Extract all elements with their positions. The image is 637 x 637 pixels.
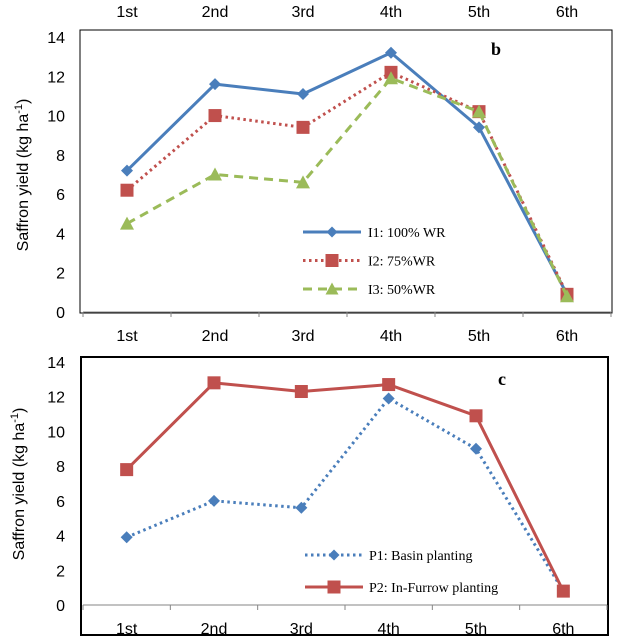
x-top-tick-label: 2nd xyxy=(202,4,229,21)
legend-entry: P1: Basin planting xyxy=(305,549,472,564)
legend-entry: I1: 100% WR xyxy=(303,226,446,241)
plot-frame xyxy=(79,29,613,314)
data-point xyxy=(472,104,486,118)
x-tick-label: 3rd xyxy=(291,328,314,345)
series-line xyxy=(125,381,565,592)
x-tick-label: 5th xyxy=(468,328,490,345)
x-tick-label: 2nd xyxy=(201,621,228,637)
data-point xyxy=(382,378,396,392)
y-tick-label: 14 xyxy=(47,30,65,47)
legend-entry: I3: 50%WR xyxy=(303,282,436,298)
series-line xyxy=(126,396,565,592)
legend-label: P1: Basin planting xyxy=(369,549,472,564)
y-tick-label: 0 xyxy=(56,598,65,615)
legend-label: I3: 50%WR xyxy=(368,283,436,298)
data-point xyxy=(384,71,398,85)
y-tick-label: 8 xyxy=(56,148,65,165)
series-line xyxy=(125,51,569,296)
y-tick-label: 14 xyxy=(47,355,65,372)
legend-marker xyxy=(325,254,339,267)
data-point xyxy=(120,216,134,230)
chart-panel-b: 0 2 4 6 8 10 12 14 1st 2nd 3rd 4th 5th 6th 1st 2nd 3rd 4t… xyxy=(13,4,613,345)
x-tick-label: 4th xyxy=(380,328,402,345)
x-tick-label: 6th xyxy=(552,621,574,637)
series-2 xyxy=(120,376,570,598)
chart-panel-c: 0 2 4 6 8 10 12 14 1st 2nd 3rd 4th 5th 6th Saffron yie… xyxy=(9,355,609,637)
y-tick-label: 10 xyxy=(47,424,65,441)
data-point xyxy=(294,385,308,399)
data-point xyxy=(120,463,134,477)
x-top-tick-label: 3rd xyxy=(291,4,314,21)
data-point xyxy=(208,494,220,507)
x-tick-label: 2nd xyxy=(202,328,229,345)
data-point xyxy=(385,46,397,59)
data-point xyxy=(207,376,221,390)
panel-label: b xyxy=(491,39,501,59)
data-point xyxy=(296,120,310,134)
y-tick-label: 12 xyxy=(47,69,65,86)
data-point xyxy=(382,392,395,405)
data-point xyxy=(469,409,483,423)
series-line xyxy=(126,76,569,297)
legend-marker xyxy=(326,226,338,238)
plot-frame xyxy=(80,356,609,636)
y-tick-label: 10 xyxy=(47,109,65,126)
x-tick-label: 3rd xyxy=(290,621,313,637)
x-top-tick-label: 5th xyxy=(468,4,490,21)
legend-label: P2: In-Furrow planting xyxy=(369,581,498,596)
panel-label: c xyxy=(498,369,506,389)
x-tick-label: 5th xyxy=(465,621,487,637)
y-tick-label: 12 xyxy=(47,390,65,407)
legend-marker xyxy=(327,580,341,594)
legend-entry: P2: In-Furrow planting xyxy=(305,580,498,596)
legend-entry: I2: 75%WR xyxy=(303,254,436,270)
y-tick-label: 4 xyxy=(56,529,65,546)
y-tick-label: 4 xyxy=(56,226,65,243)
y-axis-label: Saffron yield (kg ha-1) xyxy=(9,408,28,561)
series-3 xyxy=(120,71,574,303)
data-point xyxy=(120,183,134,197)
x-top-tick-label: 6th xyxy=(556,4,578,21)
legend-marker xyxy=(328,549,340,561)
data-point xyxy=(208,109,222,123)
y-tick-label: 2 xyxy=(56,563,65,580)
x-tick-label: 6th xyxy=(556,328,578,345)
data-point xyxy=(556,584,570,598)
data-point xyxy=(560,289,574,303)
y-tick-label: 6 xyxy=(56,494,65,511)
x-top-tick-label: 4th xyxy=(380,4,402,21)
y-tick-label: 8 xyxy=(56,459,65,476)
data-point xyxy=(295,501,308,514)
x-top-tick-label: 1st xyxy=(116,4,138,21)
legend-label: I1: 100% WR xyxy=(368,226,446,241)
legend-label: I2: 75%WR xyxy=(368,255,436,270)
data-point xyxy=(297,87,309,100)
data-point xyxy=(120,531,133,544)
data-point xyxy=(208,167,222,181)
y-tick-label: 2 xyxy=(56,266,65,283)
data-point xyxy=(296,175,310,189)
data-point xyxy=(121,164,133,177)
data-point xyxy=(209,78,221,91)
data-point xyxy=(473,121,485,134)
x-tick-label: 1st xyxy=(116,621,138,637)
x-tick-label: 4th xyxy=(378,621,400,637)
data-point xyxy=(470,442,482,455)
legend-marker xyxy=(325,282,339,295)
y-axis-label: Saffron yield (kg ha-1) xyxy=(13,99,32,252)
y-tick-label: 6 xyxy=(56,187,65,204)
y-tick-label: 0 xyxy=(56,305,65,322)
x-tick-label: 1st xyxy=(116,328,138,345)
